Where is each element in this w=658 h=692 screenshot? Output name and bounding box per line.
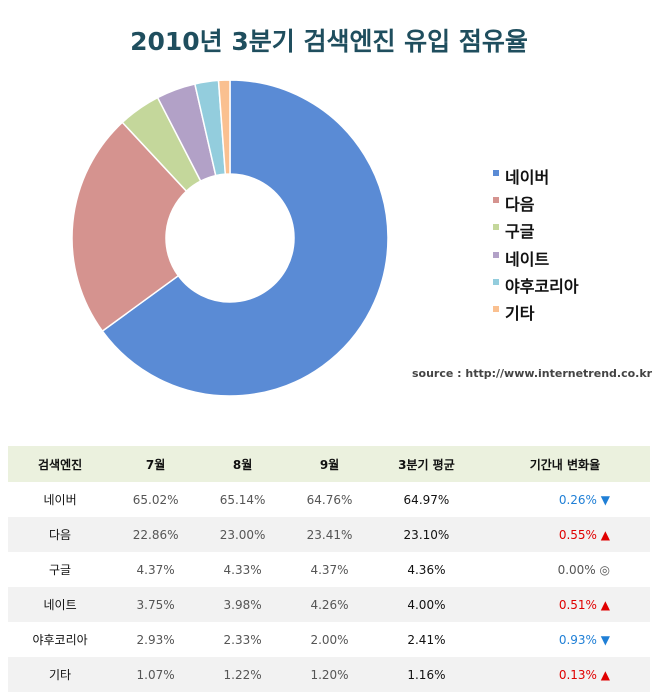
- quarter-average: 4.36%: [407, 562, 446, 577]
- change-direction-icon: ▲: [600, 667, 610, 682]
- legend-swatch: [493, 278, 499, 285]
- column-header: 9월: [286, 446, 373, 482]
- august-value: 2.33%: [223, 632, 262, 647]
- legend-swatch: [493, 251, 499, 258]
- engine-name: 기타: [8, 657, 113, 692]
- quarter-average: 23.10%: [373, 517, 480, 552]
- column-header: 검색엔진: [8, 446, 113, 482]
- change-value: 0.00%: [557, 562, 596, 577]
- legend-label: 네이버: [505, 167, 550, 187]
- engine-name: 네이버: [43, 493, 77, 507]
- september-value: 1.20%: [286, 657, 373, 692]
- table-row: 야후코리아 2.93% 2.33% 2.00% 2.41% 0.93% ▼: [8, 622, 650, 657]
- july-value: 65.02%: [132, 492, 179, 507]
- legend-item: 네이트: [493, 244, 579, 271]
- change-value: 0.93%: [558, 632, 597, 647]
- column-header: 3분기 평균: [373, 446, 480, 482]
- august-value: 23.00%: [199, 517, 287, 552]
- legend-label: 다음: [505, 194, 535, 214]
- engine-name: 네이트: [8, 587, 113, 622]
- september-value: 4.26%: [286, 587, 373, 622]
- share-table: 검색엔진 7월 8월 9월 3분기 평균 기간내 변화율 네이버 65.02% 65.14…: [8, 446, 650, 692]
- change-direction-icon: ▼: [600, 632, 610, 647]
- legend-swatch: [493, 224, 499, 231]
- change-value: 0.55%: [558, 527, 597, 542]
- quarter-average: 2.41%: [407, 632, 446, 647]
- legend-item: 기타: [493, 298, 579, 325]
- change-value: 0.26%: [558, 492, 597, 507]
- change-rate: 0.93% ▼: [480, 622, 650, 657]
- july-value: 3.75%: [112, 587, 200, 622]
- september-value: 64.76%: [306, 492, 353, 507]
- engine-name: 야후코리아: [32, 633, 88, 647]
- legend-label: 구글: [505, 222, 535, 242]
- legend-swatch: [493, 306, 499, 313]
- july-value: 1.07%: [112, 657, 200, 692]
- table-row: 네이트 3.75% 3.98% 4.26% 4.00% 0.51% ▲: [8, 587, 650, 622]
- legend-swatch: [493, 196, 499, 203]
- legend-item: 다음: [493, 189, 579, 216]
- change-direction-icon: ▲: [600, 527, 610, 542]
- july-value: 22.86%: [112, 517, 200, 552]
- august-value: 65.14%: [219, 492, 266, 507]
- source-text: source : http://www.internetrend.co.kr: [412, 367, 653, 380]
- august-value: 3.98%: [199, 587, 287, 622]
- donut-slice-0: [101, 79, 389, 397]
- legend-item: 야후코리아: [493, 271, 579, 298]
- engine-name: 다음: [8, 517, 113, 552]
- chart-title: 2010년 3분기 검색엔진 유입 점유율: [130, 27, 528, 56]
- column-header: 7월: [112, 446, 200, 482]
- september-value: 4.37%: [310, 562, 349, 577]
- august-value: 4.33%: [223, 562, 262, 577]
- legend-swatch: [493, 169, 499, 176]
- change-rate: 0.26% ▼: [480, 482, 650, 517]
- donut-slice-5: [217, 79, 231, 175]
- column-header: 8월: [199, 446, 287, 482]
- quarter-average: 64.97%: [403, 492, 450, 507]
- august-value: 1.22%: [199, 657, 287, 692]
- change-rate: 0.13% ▲: [479, 657, 650, 692]
- legend-label: 야후코리아: [505, 276, 579, 296]
- quarter-average: 1.16%: [373, 657, 480, 692]
- legend-item: 네이버: [493, 162, 579, 189]
- change-rate: 0.55% ▲: [479, 517, 650, 552]
- change-rate: 0.51% ▲: [479, 587, 650, 622]
- change-direction-icon: ▼: [600, 492, 610, 507]
- legend-label: 기타: [505, 304, 535, 324]
- table-row: 구글 4.37% 4.33% 4.37% 4.36% 0.00% ◎: [8, 552, 650, 587]
- july-value: 2.93%: [136, 632, 175, 647]
- engine-name: 구글: [49, 563, 72, 577]
- change-direction-icon: ◎: [599, 562, 610, 577]
- table-row: 네이버 65.02% 65.14% 64.76% 64.97% 0.26% ▼: [8, 482, 650, 517]
- table-row: 다음 22.86% 23.00% 23.41% 23.10% 0.55% ▲: [8, 517, 650, 552]
- change-rate: 0.00% ◎: [480, 552, 650, 587]
- table-row: 기타 1.07% 1.22% 1.20% 1.16% 0.13% ▲: [8, 657, 650, 692]
- donut-slice-1: [71, 121, 188, 333]
- change-direction-icon: ▲: [600, 597, 610, 612]
- july-value: 4.37%: [136, 562, 175, 577]
- september-value: 2.00%: [310, 632, 349, 647]
- quarter-average: 4.00%: [373, 587, 480, 622]
- change-value: 0.13%: [558, 667, 597, 682]
- donut-chart: [71, 79, 389, 397]
- legend-label: 네이트: [505, 249, 550, 269]
- change-value: 0.51%: [558, 597, 597, 612]
- column-header: 기간내 변화율: [479, 446, 650, 482]
- legend-item: 구글: [493, 217, 579, 244]
- september-value: 23.41%: [286, 517, 373, 552]
